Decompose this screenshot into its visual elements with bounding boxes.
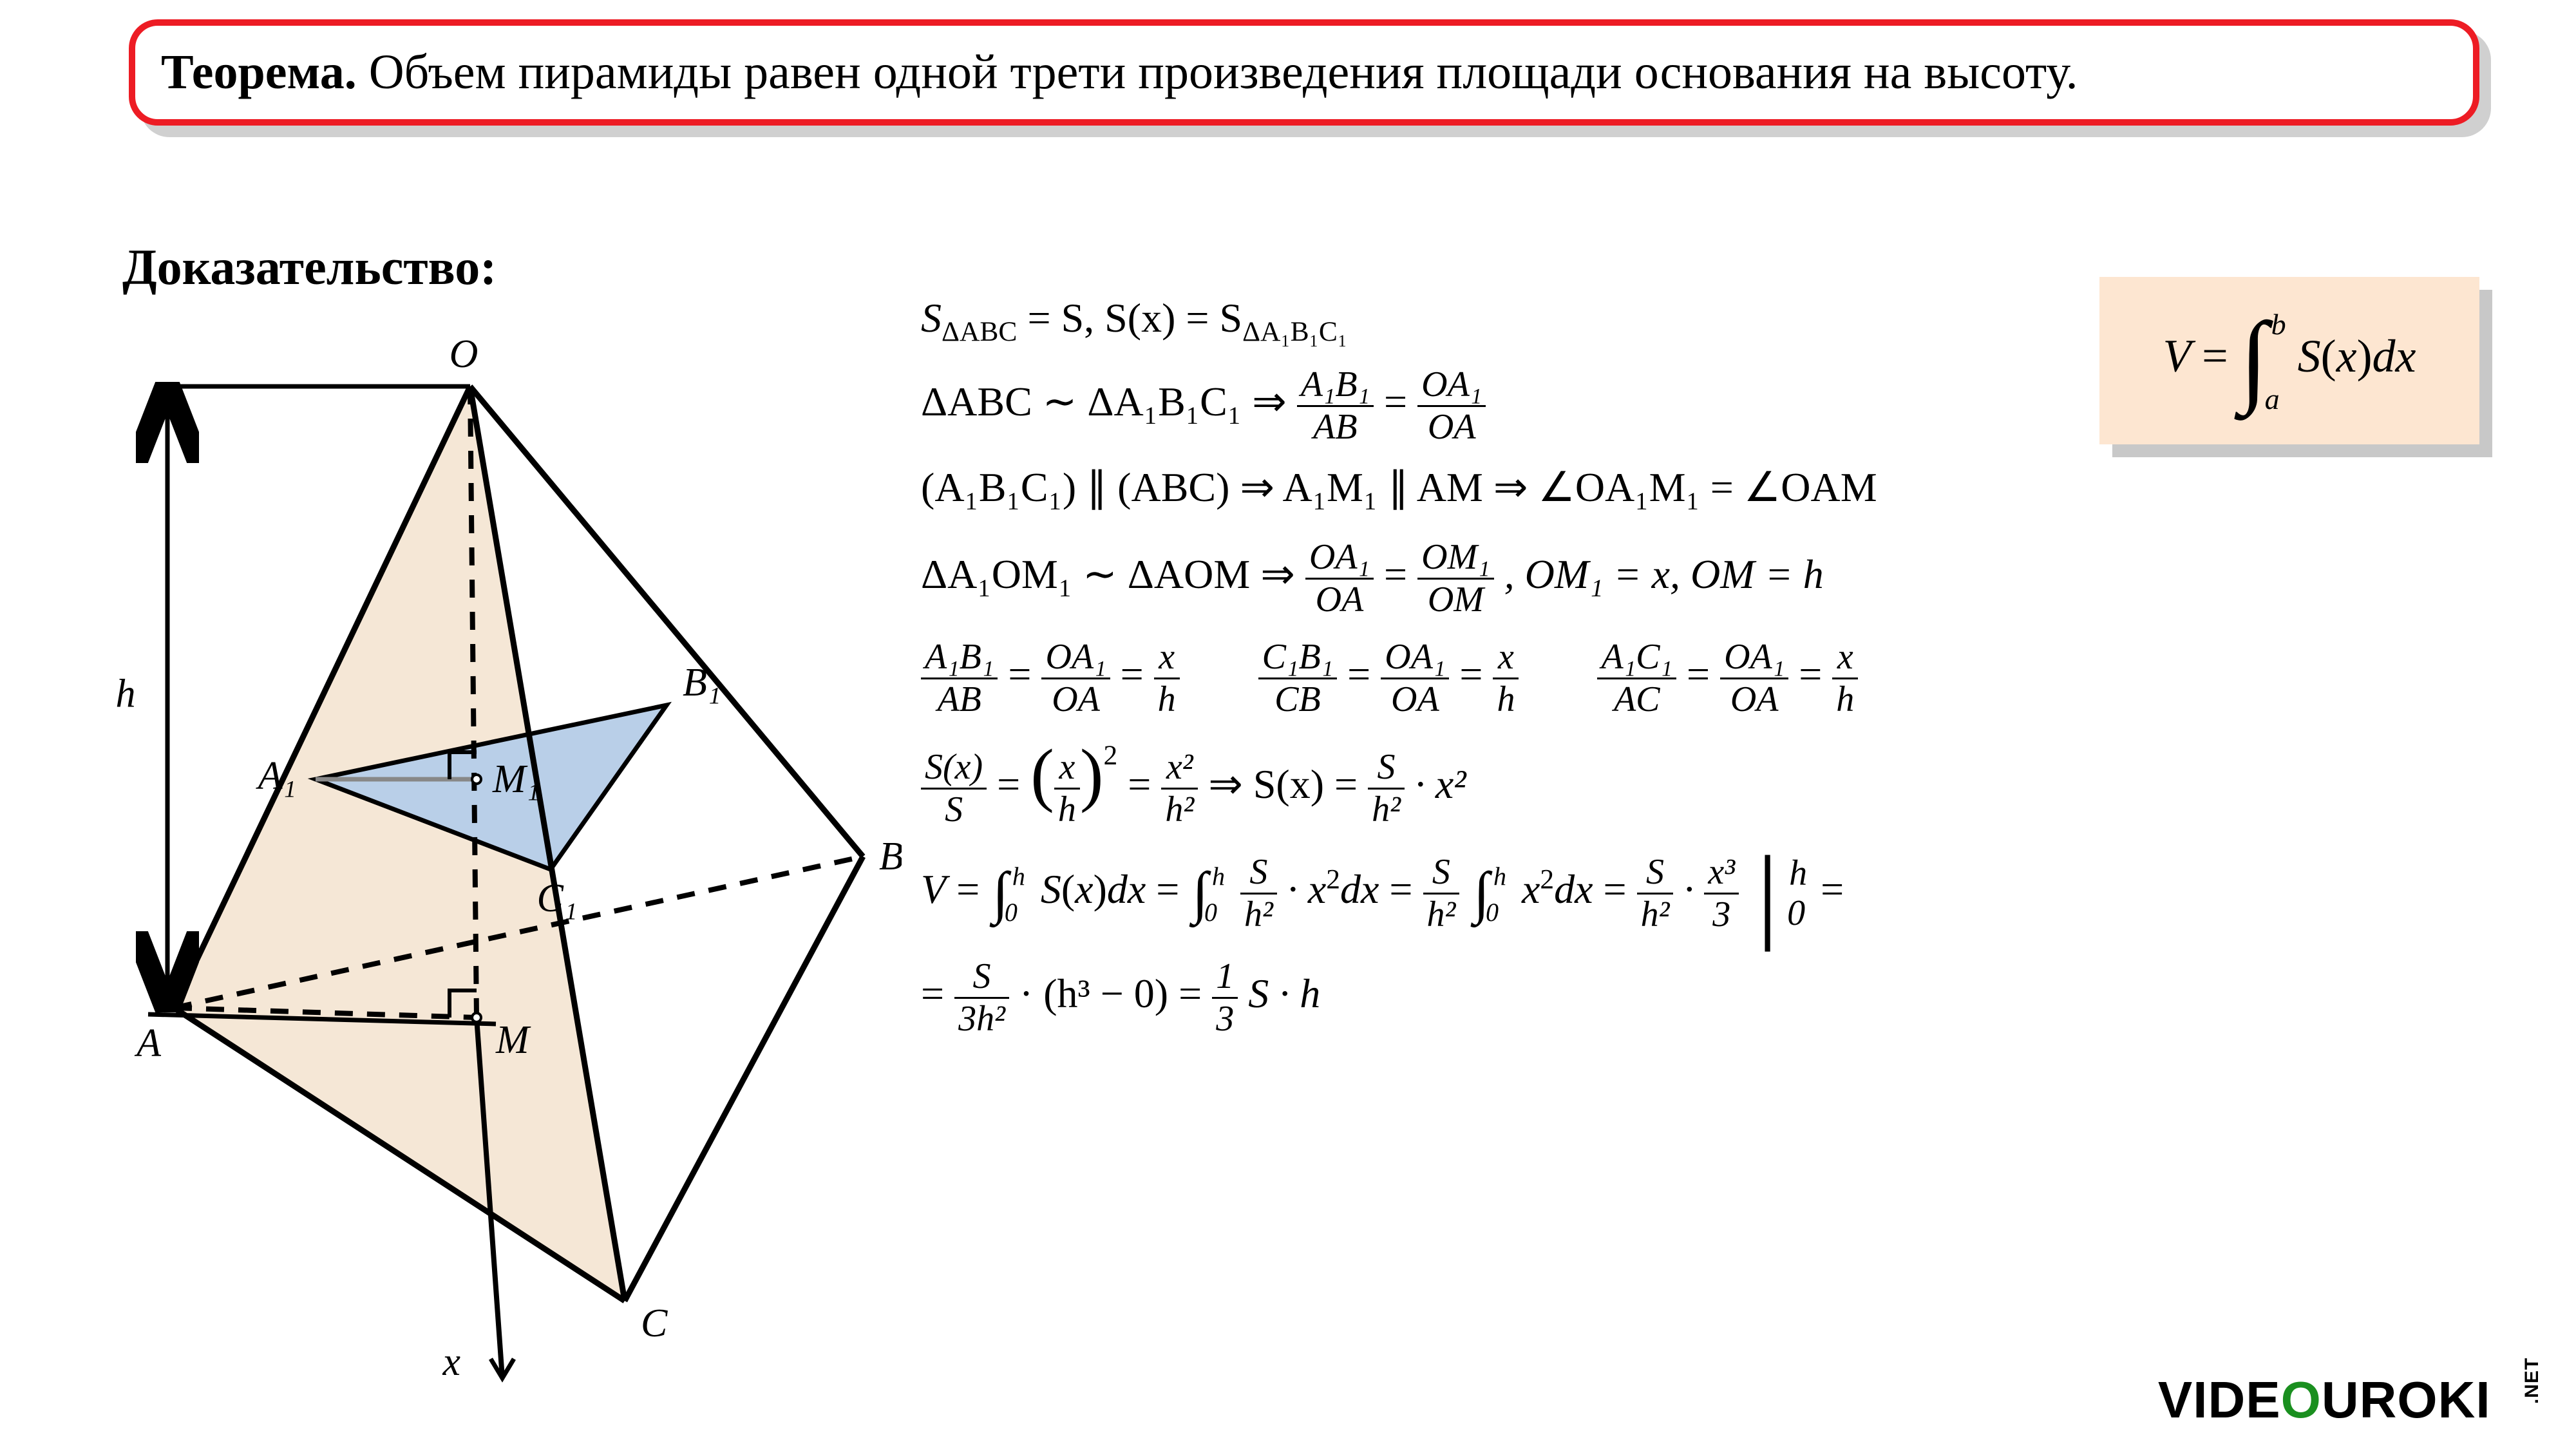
svg-text:M: M xyxy=(495,1018,531,1062)
svg-text:B₁: B₁ xyxy=(683,661,721,705)
svg-text:B: B xyxy=(879,835,902,878)
pyramid-diagram: O A B C A₁ B₁ C₁ M M₁ h x xyxy=(90,309,902,1417)
watermark-logo: VIDEOUROKI.NET xyxy=(2158,1370,2537,1430)
math-derivation: SΔABC = S, S(x) = SΔA₁B₁C₁ ΔABC ∼ ΔA₁B₁C… xyxy=(921,296,2479,1057)
svg-text:M₁: M₁ xyxy=(492,757,540,801)
svg-text:O: O xyxy=(450,332,478,376)
theorem-box: Теорема. Объем пирамиды равен одной трет… xyxy=(129,19,2479,126)
svg-text:A₁: A₁ xyxy=(256,754,296,798)
theorem-label: Теорема. xyxy=(161,45,357,99)
svg-text:x: x xyxy=(442,1340,460,1384)
svg-text:C: C xyxy=(641,1302,668,1345)
theorem-text: Объем пирамиды равен одной трети произве… xyxy=(369,45,2078,99)
proof-label: Доказательство: xyxy=(122,238,497,296)
svg-text:C₁: C₁ xyxy=(537,876,578,920)
svg-text:h: h xyxy=(116,672,136,716)
svg-text:A: A xyxy=(134,1021,162,1065)
